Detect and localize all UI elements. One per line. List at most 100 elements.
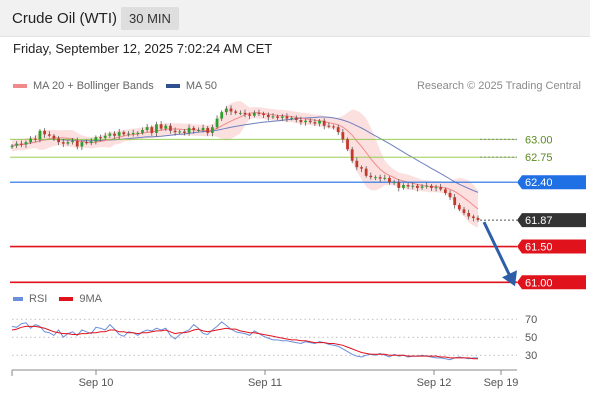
projection-arrowhead — [502, 270, 517, 287]
level-tags: 63.00 62.75 62.40 61.87 61.50 61.00 — [482, 134, 586, 290]
ma20-line — [11, 112, 479, 210]
timestamp: Friday, September 12, 2025 7:02:24 AM CE… — [13, 41, 273, 56]
candle-body — [71, 140, 74, 143]
level-label: 62.40 — [525, 177, 553, 189]
candle-body — [173, 130, 177, 133]
candle-body — [271, 116, 275, 118]
ma9-swatch — [59, 297, 74, 302]
candle-body — [327, 125, 331, 127]
candle-body — [462, 209, 466, 213]
rsi-tick-label: 70 — [525, 314, 537, 326]
candle-body — [332, 126, 335, 128]
x-tick-label: Sep 11 — [248, 377, 282, 389]
candle-body — [57, 138, 60, 143]
candle-body — [155, 124, 158, 133]
candle-body — [448, 192, 452, 198]
candle-body — [430, 185, 433, 188]
candle-body — [276, 116, 280, 118]
candle-body — [402, 185, 405, 188]
instrument-title: Crude Oil (WTI) — [12, 10, 117, 27]
candle-body — [453, 197, 457, 206]
candle-body — [467, 212, 471, 217]
x-axis: Sep 10 Sep 11 Sep 12 Sep 19 — [11, 369, 519, 389]
candle-body — [183, 131, 186, 133]
candle-body — [201, 127, 205, 131]
candle-body — [434, 187, 438, 189]
level-tag — [517, 239, 586, 254]
candle-body — [262, 113, 266, 116]
candle-body — [192, 127, 196, 131]
candle-body — [210, 127, 214, 133]
candle-body — [313, 122, 317, 124]
candle-body — [145, 127, 149, 131]
candle-body — [355, 160, 359, 168]
candle-body — [75, 140, 79, 147]
level-tag — [517, 175, 586, 190]
projection-arrow — [482, 221, 513, 279]
level-tag — [517, 213, 586, 228]
rsi-panel: 70 50 30 — [11, 314, 537, 362]
ma20-legend-label: MA 20 + Bollinger Bands — [33, 80, 154, 92]
candle-body — [308, 120, 312, 123]
candle-body — [220, 112, 224, 119]
candle-body — [159, 124, 163, 129]
header-bar: Crude Oil (WTI) 30 MIN — [0, 0, 590, 37]
ma50-legend-item: MA 50 — [165, 80, 218, 92]
candle-body — [406, 185, 410, 187]
candle-body — [322, 120, 326, 126]
candle-body — [141, 130, 144, 133]
candle-body — [117, 132, 121, 136]
x-tick-label: Sep 19 — [484, 377, 519, 389]
candle-body — [150, 127, 154, 133]
candle-body — [360, 167, 363, 169]
candle-body — [350, 149, 354, 161]
ma50-legend-label: MA 50 — [185, 80, 218, 92]
candle-body — [257, 112, 261, 114]
candle-body — [439, 187, 443, 190]
candle-body — [131, 132, 135, 134]
candle-body — [299, 120, 303, 123]
candle-body — [411, 185, 415, 187]
x-tick-label: Sep 10 — [79, 377, 114, 389]
moving-averages — [11, 112, 479, 210]
candles — [10, 105, 480, 222]
candle-body — [85, 142, 88, 144]
candle-body — [127, 133, 130, 135]
candle-body — [43, 130, 47, 135]
level-label: 61.00 — [525, 277, 553, 289]
rsi-legend-label: RSI — [29, 293, 48, 305]
candle-body — [378, 177, 382, 179]
timeframe-button[interactable]: 30 MIN — [121, 7, 179, 30]
ma9-legend-label: 9MA — [79, 293, 103, 305]
bollinger-band-fill — [12, 101, 478, 228]
level-label: 63.00 — [525, 134, 553, 146]
candle-body — [476, 217, 480, 221]
rsi-ma-line — [11, 325, 478, 360]
candle-body — [266, 115, 270, 118]
candle-body — [113, 133, 116, 136]
candle-body — [252, 112, 256, 116]
candle-body — [336, 127, 340, 133]
rsi-swatch — [13, 297, 23, 302]
candle-body — [229, 108, 233, 112]
candle-body — [215, 118, 219, 128]
candle-body — [89, 141, 93, 143]
price-levels — [10, 138, 517, 284]
candle-body — [388, 177, 391, 183]
ma20-legend-item: MA 20 + Bollinger Bands — [13, 80, 154, 92]
price-legend: MA 20 + Bollinger Bands MA 50 — [13, 80, 217, 92]
candle-body — [99, 137, 102, 139]
candle-body — [248, 114, 252, 116]
candle-body — [61, 142, 65, 144]
rsi-tick-label: 50 — [525, 332, 537, 344]
level-label: 61.50 — [525, 242, 553, 254]
candle-body — [197, 130, 200, 132]
candle-body — [369, 175, 373, 178]
candle-body — [234, 111, 238, 113]
candle-body — [38, 130, 42, 140]
candle-body — [187, 127, 191, 133]
candle-body — [206, 127, 210, 133]
bollinger-band — [12, 101, 478, 228]
candle-body — [47, 134, 51, 136]
candle-body — [383, 177, 387, 179]
